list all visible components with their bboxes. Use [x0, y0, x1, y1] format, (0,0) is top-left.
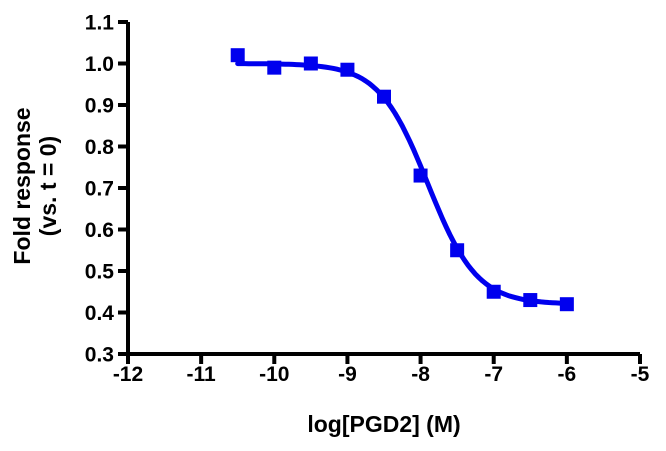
- y-tick-label: 0.4: [85, 302, 115, 325]
- y-tick-label: 0.9: [85, 95, 114, 118]
- x-tick-label: -9: [338, 363, 357, 386]
- y-tick-label: 0.7: [85, 178, 114, 201]
- x-tick-label: -8: [411, 363, 430, 386]
- x-tick-label: -11: [187, 363, 217, 386]
- data-point: [450, 243, 465, 258]
- y-axis-title-line1: Fold response: [9, 107, 35, 264]
- y-tick-label: 0.3: [85, 344, 114, 367]
- data-point: [486, 284, 501, 299]
- data-point: [340, 62, 355, 77]
- data-point: [413, 168, 428, 183]
- data-point: [303, 56, 318, 71]
- x-tick-label: -12: [113, 363, 143, 386]
- data-point: [230, 48, 245, 63]
- x-axis-title: log[PGD2] (M): [307, 411, 460, 437]
- data-point: [559, 297, 574, 312]
- x-tick-label: -6: [558, 363, 577, 386]
- x-tick-label: -5: [631, 363, 650, 386]
- data-point: [377, 89, 391, 104]
- y-tick-label: 0.5: [85, 261, 115, 284]
- data-point: [267, 60, 282, 75]
- data-point: [523, 293, 538, 308]
- y-tick-label: 0.8: [85, 136, 115, 159]
- x-tick-label: -10: [259, 363, 289, 386]
- x-tick-label: -7: [484, 363, 503, 386]
- y-axis-title-line2: (vs. t = 0): [35, 136, 61, 236]
- y-tick-label: 0.6: [85, 219, 114, 242]
- y-tick-label: 1.1: [85, 12, 115, 35]
- y-tick-label: 1.0: [85, 53, 114, 76]
- fit-curve: [235, 61, 570, 306]
